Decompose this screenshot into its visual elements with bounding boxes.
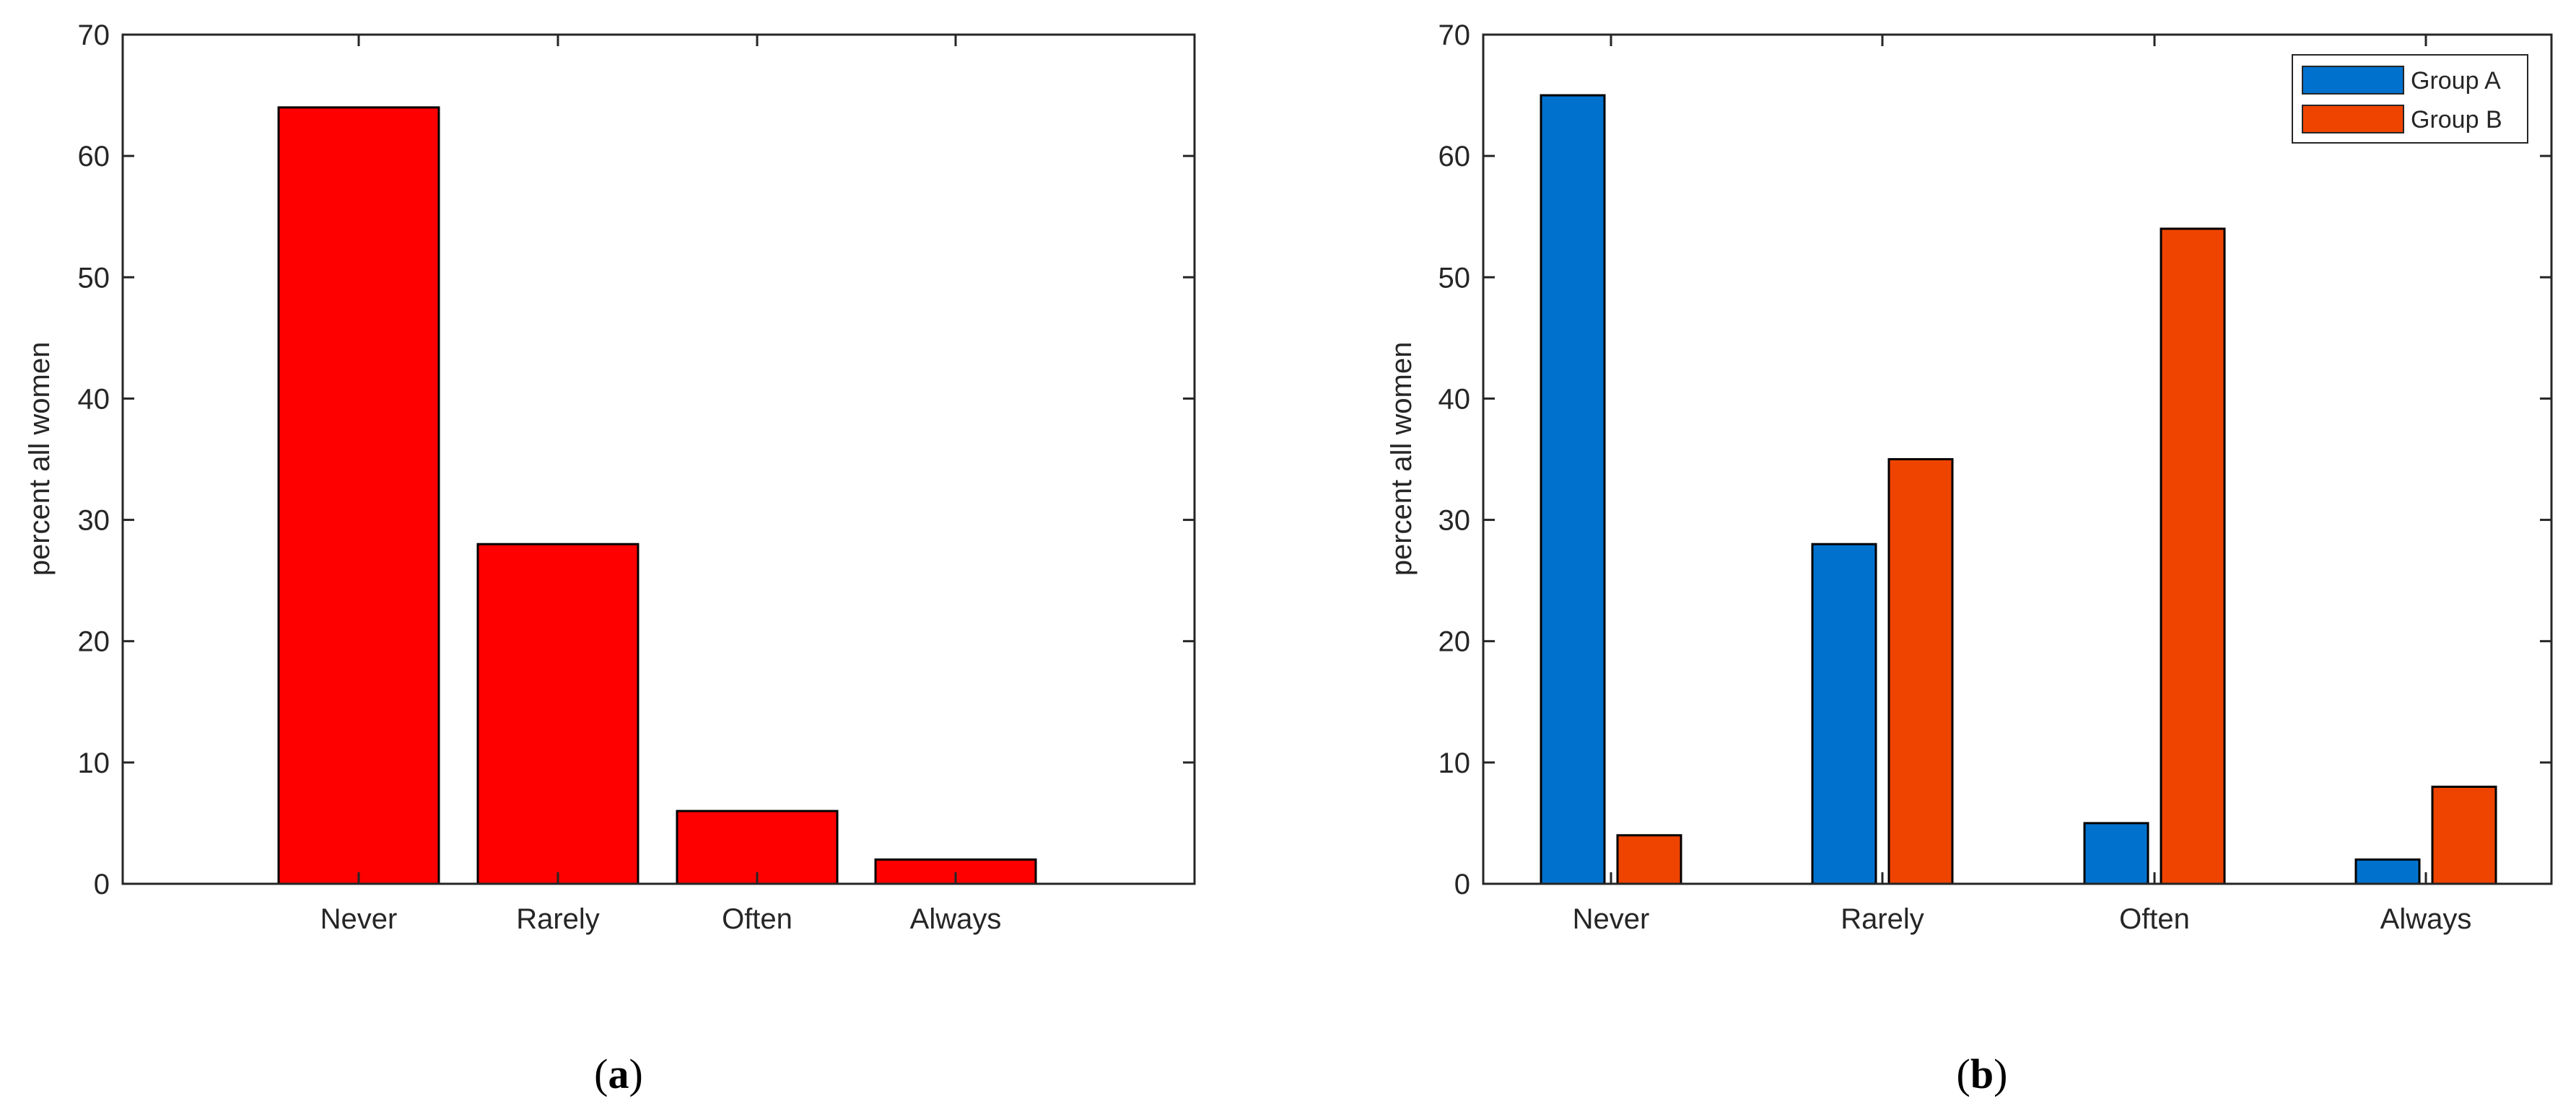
y-axis-label-b: percent all women: [1386, 342, 1418, 576]
y-tick-label-a-70: 70: [78, 19, 110, 51]
bar-b-group-b-often: [2160, 227, 2226, 885]
y-tick-label-b-0: 0: [1454, 869, 1470, 900]
chart-a: 0 10 20 30 40 50 60 70 Never Rarely Often Always p…: [24, 19, 1196, 935]
y-tick-label-a-60: 60: [78, 141, 110, 172]
y-tick-label-b-10: 10: [1438, 747, 1471, 779]
x-tick-label-a-often: Often: [722, 903, 793, 935]
y-tick-label-b-40: 40: [1438, 383, 1471, 415]
legend-swatch-group-b: [2302, 105, 2404, 133]
panel-caption-b: (b): [1957, 1050, 2008, 1097]
x-axis-a: Never Rarely Often Always: [320, 35, 1002, 935]
legend-label-group-a: Group A: [2411, 67, 2501, 95]
bar-a-often: [676, 809, 839, 885]
x-axis-b: Never Rarely Often Always: [1573, 35, 2472, 935]
y-axis-label-a: percent all women: [24, 342, 56, 576]
y-tick-label-b-60: 60: [1438, 141, 1471, 172]
legend-b: Group A Group B: [2292, 54, 2528, 144]
y-tick-label-a-50: 50: [78, 262, 110, 294]
bar-b-group-a-rarely: [1811, 543, 1877, 885]
y-axis-a: 0 10 20 30 40 50 60 70: [78, 19, 1195, 900]
chart-b: 0 10 20 30 40 50 60 70 Never Rarely Often Always p…: [1386, 19, 2553, 935]
panel-caption-a-letter: a: [608, 1050, 629, 1097]
y-tick-label-b-50: 50: [1438, 262, 1471, 294]
y-tick-label-b-20: 20: [1438, 626, 1471, 658]
y-tick-label-a-20: 20: [78, 626, 110, 658]
bar-b-group-a-never: [1540, 94, 1606, 885]
axes-box-b: [1482, 33, 2553, 885]
y-tick-label-a-0: 0: [94, 869, 110, 900]
x-tick-label-a-rarely: Rarely: [516, 903, 600, 935]
panel-caption-a: (a): [594, 1050, 643, 1097]
legend-label-group-b: Group B: [2411, 106, 2502, 133]
x-tick-label-a-never: Never: [320, 903, 398, 935]
x-tick-label-b-always: Always: [2380, 903, 2472, 935]
y-tick-label-a-10: 10: [78, 747, 110, 779]
bars-a: [277, 106, 1037, 885]
x-tick-label-b-never: Never: [1573, 903, 1650, 935]
bar-a-never: [277, 106, 440, 885]
bar-b-group-b-always: [2431, 785, 2497, 885]
bar-b-group-b-never: [1616, 834, 1682, 885]
bar-b-group-b-rarely: [1887, 458, 1954, 885]
y-tick-label-b-30: 30: [1438, 505, 1471, 537]
legend-swatch-group-a: [2302, 66, 2404, 95]
y-tick-label-a-30: 30: [78, 505, 110, 537]
x-tick-label-b-rarely: Rarely: [1841, 903, 1924, 935]
bars-b: [1540, 94, 2497, 885]
panel-caption-b-letter: b: [1970, 1050, 1994, 1097]
bar-a-rarely: [476, 543, 639, 885]
y-tick-label-a-40: 40: [78, 383, 110, 415]
axes-box-a: [121, 33, 1196, 885]
x-tick-label-a-always: Always: [910, 903, 1002, 935]
y-axis-b: 0 10 20 30 40 50 60 70: [1438, 19, 2551, 900]
bar-b-group-a-often: [2083, 822, 2149, 885]
y-tick-label-b-70: 70: [1438, 19, 1471, 51]
bar-b-group-a-always: [2354, 858, 2421, 885]
x-tick-label-b-often: Often: [2119, 903, 2190, 935]
